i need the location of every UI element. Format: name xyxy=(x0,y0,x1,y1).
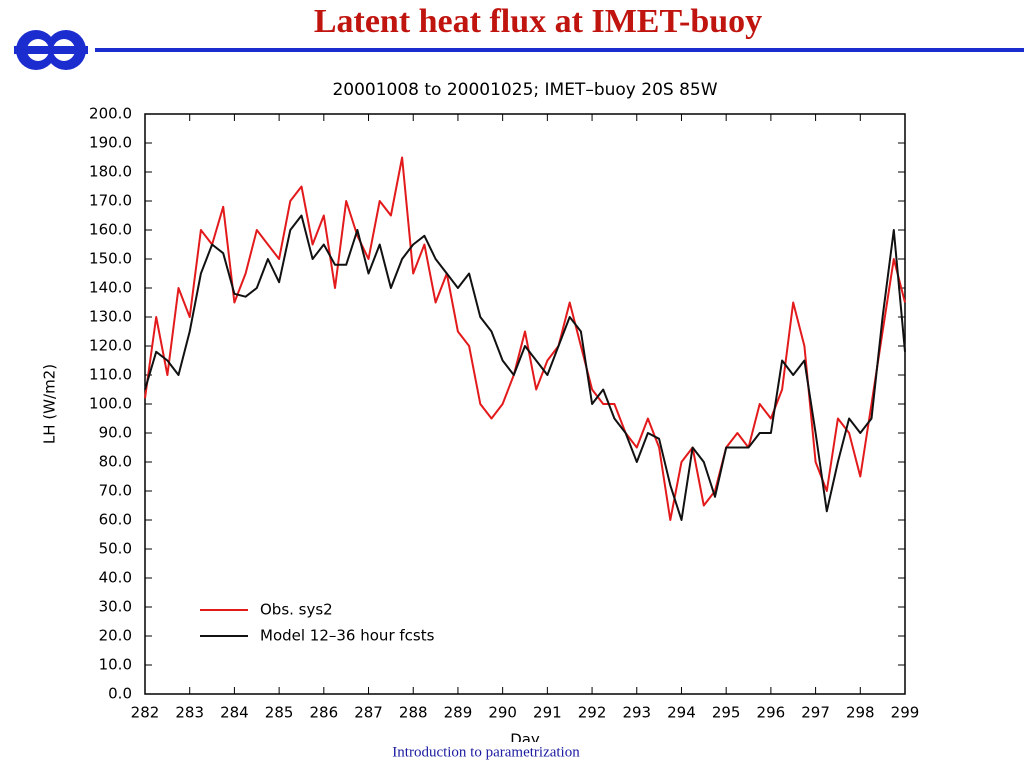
x-tick-label: 294 xyxy=(667,704,696,722)
y-tick-label: 160.0 xyxy=(89,221,132,239)
y-tick-label: 130.0 xyxy=(89,308,132,326)
x-tick-label: 285 xyxy=(265,704,294,722)
y-tick-label: 80.0 xyxy=(99,453,132,471)
y-tick-label: 100.0 xyxy=(89,395,132,413)
slide-title: Latent heat flux at IMET-buoy xyxy=(314,3,762,40)
y-tick-label: 40.0 xyxy=(99,569,132,587)
x-tick-label: 283 xyxy=(175,704,204,722)
x-tick-label: 288 xyxy=(399,704,428,722)
plot-frame xyxy=(144,113,906,695)
y-tick-label: 60.0 xyxy=(99,511,132,529)
y-tick-label: 190.0 xyxy=(89,134,132,152)
legend-label: Model 12–36 hour fcsts xyxy=(260,627,435,645)
series-line xyxy=(144,156,906,521)
y-tick-label: 200.0 xyxy=(89,105,132,123)
y-tick-label: 20.0 xyxy=(99,627,132,645)
x-tick-label: 284 xyxy=(220,704,249,722)
y-tick-label: 140.0 xyxy=(89,279,132,297)
x-tick-label: 293 xyxy=(622,704,651,722)
x-tick-label: 299 xyxy=(891,704,920,722)
series-line xyxy=(144,214,906,521)
footer: Introduction to parametrization xyxy=(392,744,580,760)
y-tick-label: 30.0 xyxy=(99,598,132,616)
y-tick-label: 50.0 xyxy=(99,540,132,558)
y-tick-label: 90.0 xyxy=(99,424,132,442)
x-tick-label: 287 xyxy=(354,704,383,722)
y-tick-label: 150.0 xyxy=(89,250,132,268)
chart-title: 20001008 to 20001025; IMET–buoy 20S 85W xyxy=(332,80,717,100)
x-tick-label: 286 xyxy=(310,704,339,722)
y-tick-label: 110.0 xyxy=(89,366,132,384)
logo xyxy=(14,30,88,70)
x-tick-label: 296 xyxy=(757,704,786,722)
footer-bg xyxy=(355,742,625,768)
legend-label: Obs. sys2 xyxy=(260,601,333,619)
x-tick-label: 292 xyxy=(578,704,607,722)
y-tick-label: 120.0 xyxy=(89,337,132,355)
y-tick-label: 10.0 xyxy=(99,656,132,674)
y-tick-label: 0.0 xyxy=(108,685,132,703)
y-axis-label: LH (W/m2) xyxy=(41,364,59,444)
y-tick-label: 70.0 xyxy=(99,482,132,500)
x-tick-label: 291 xyxy=(533,704,562,722)
x-tick-label: 298 xyxy=(846,704,875,722)
x-tick-label: 290 xyxy=(488,704,517,722)
x-tick-label: 289 xyxy=(444,704,473,722)
x-tick-label: 295 xyxy=(712,704,741,722)
x-tick-label: 282 xyxy=(131,704,160,722)
y-tick-label: 170.0 xyxy=(89,192,132,210)
x-tick-label: 297 xyxy=(801,704,830,722)
y-tick-label: 180.0 xyxy=(89,163,132,181)
